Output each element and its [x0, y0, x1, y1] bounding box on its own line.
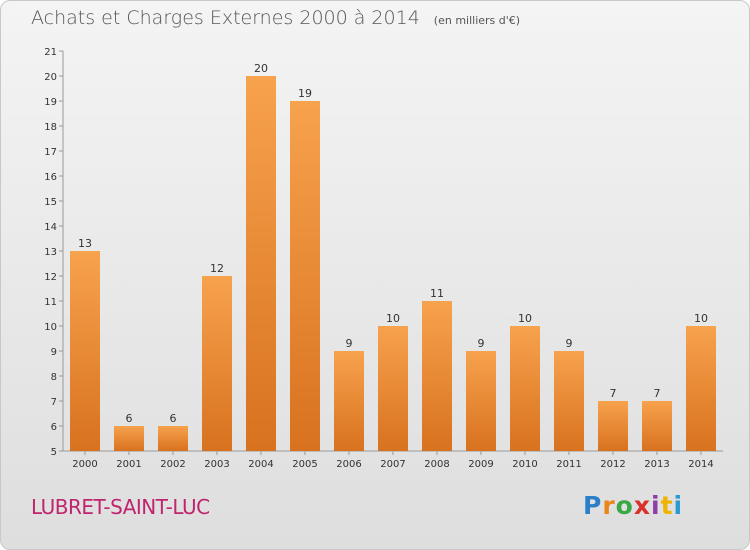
- logo-letter: i: [651, 491, 661, 520]
- value-label-2013: 7: [654, 387, 661, 400]
- x-tick-label-2001: 2001: [116, 459, 141, 470]
- x-tick-label-2005: 2005: [292, 459, 317, 470]
- town-name: LUBRET-SAINT-LUC: [31, 495, 210, 519]
- proxiti-logo[interactable]: Proxiti: [583, 491, 683, 520]
- chart-subtitle: (en milliers d'€): [433, 14, 521, 27]
- bar-2002: [158, 426, 188, 451]
- logo-letter: t: [660, 491, 674, 520]
- value-label-2004: 20: [254, 62, 268, 75]
- x-tick-label-2011: 2011: [556, 459, 581, 470]
- bar-2008: [422, 301, 452, 451]
- y-tick-label: 10: [44, 322, 57, 333]
- bar-2013: [642, 401, 672, 451]
- value-label-2014: 10: [694, 312, 708, 325]
- y-tick-label: 12: [44, 272, 57, 283]
- bar-2010: [510, 326, 540, 451]
- bar-2005: [290, 101, 320, 451]
- y-tick-label: 20: [44, 72, 57, 83]
- y-tick-label: 7: [51, 397, 57, 408]
- value-label-2007: 10: [386, 312, 400, 325]
- x-tick-label-2000: 2000: [72, 459, 97, 470]
- y-tick-label: 5: [51, 447, 57, 458]
- x-tick-label-2012: 2012: [600, 459, 625, 470]
- value-label-2001: 6: [126, 412, 133, 425]
- logo-letter: r: [602, 491, 616, 520]
- logo-letter: o: [615, 491, 634, 520]
- x-tick-label-2014: 2014: [688, 459, 713, 470]
- x-tick-label-2013: 2013: [644, 459, 669, 470]
- y-tick-label: 19: [44, 97, 57, 108]
- value-label-2011: 9: [566, 337, 573, 350]
- bar-2003: [202, 276, 232, 451]
- y-tick-label: 18: [44, 122, 57, 133]
- y-tick-label: 8: [51, 372, 57, 383]
- y-tick-label: 13: [44, 247, 57, 258]
- logo-letter: P: [583, 491, 603, 520]
- bar-2014: [686, 326, 716, 451]
- chart-bars: 13 6 6 12 20 19 9 10 11 9 10 9 7 7 10: [70, 62, 716, 451]
- x-tick-label-2003: 2003: [204, 459, 229, 470]
- logo-letter: x: [633, 491, 651, 520]
- x-tick-label-2006: 2006: [336, 459, 361, 470]
- y-tick-label: 11: [44, 297, 57, 308]
- value-label-2012: 7: [610, 387, 617, 400]
- bar-2004: [246, 76, 276, 451]
- x-tick-label-2002: 2002: [160, 459, 185, 470]
- chart-title: Achats et Charges Externes 2000 à 2014: [31, 7, 420, 29]
- bar-2001: [114, 426, 144, 451]
- value-label-2005: 19: [298, 87, 312, 100]
- value-label-2006: 9: [346, 337, 353, 350]
- logo-letter: i: [673, 491, 684, 520]
- x-tick-label-2004: 2004: [248, 459, 273, 470]
- x-tick-label-2009: 2009: [468, 459, 493, 470]
- bar-2006: [334, 351, 364, 451]
- chart-heading: Achats et Charges Externes 2000 à 2014 (…: [31, 7, 520, 29]
- bar-2000: [70, 251, 100, 451]
- y-tick-label: 14: [44, 222, 57, 233]
- value-label-2000: 13: [78, 237, 92, 250]
- value-label-2009: 9: [478, 337, 485, 350]
- y-tick-label: 17: [44, 147, 57, 158]
- y-tick-label: 15: [44, 197, 57, 208]
- y-tick-label: 6: [51, 422, 57, 433]
- x-tick-label-2007: 2007: [380, 459, 405, 470]
- x-tick-label-2008: 2008: [424, 459, 449, 470]
- bar-2012: [598, 401, 628, 451]
- y-tick-label: 9: [51, 347, 57, 358]
- x-tick-label-2010: 2010: [512, 459, 537, 470]
- value-label-2002: 6: [170, 412, 177, 425]
- y-tick-label: 16: [44, 172, 57, 183]
- bar-2009: [466, 351, 496, 451]
- bar-2011: [554, 351, 584, 451]
- value-label-2003: 12: [210, 262, 224, 275]
- y-tick-label: 21: [44, 47, 57, 58]
- value-label-2010: 10: [518, 312, 532, 325]
- value-label-2008: 11: [430, 287, 444, 300]
- bar-2007: [378, 326, 408, 451]
